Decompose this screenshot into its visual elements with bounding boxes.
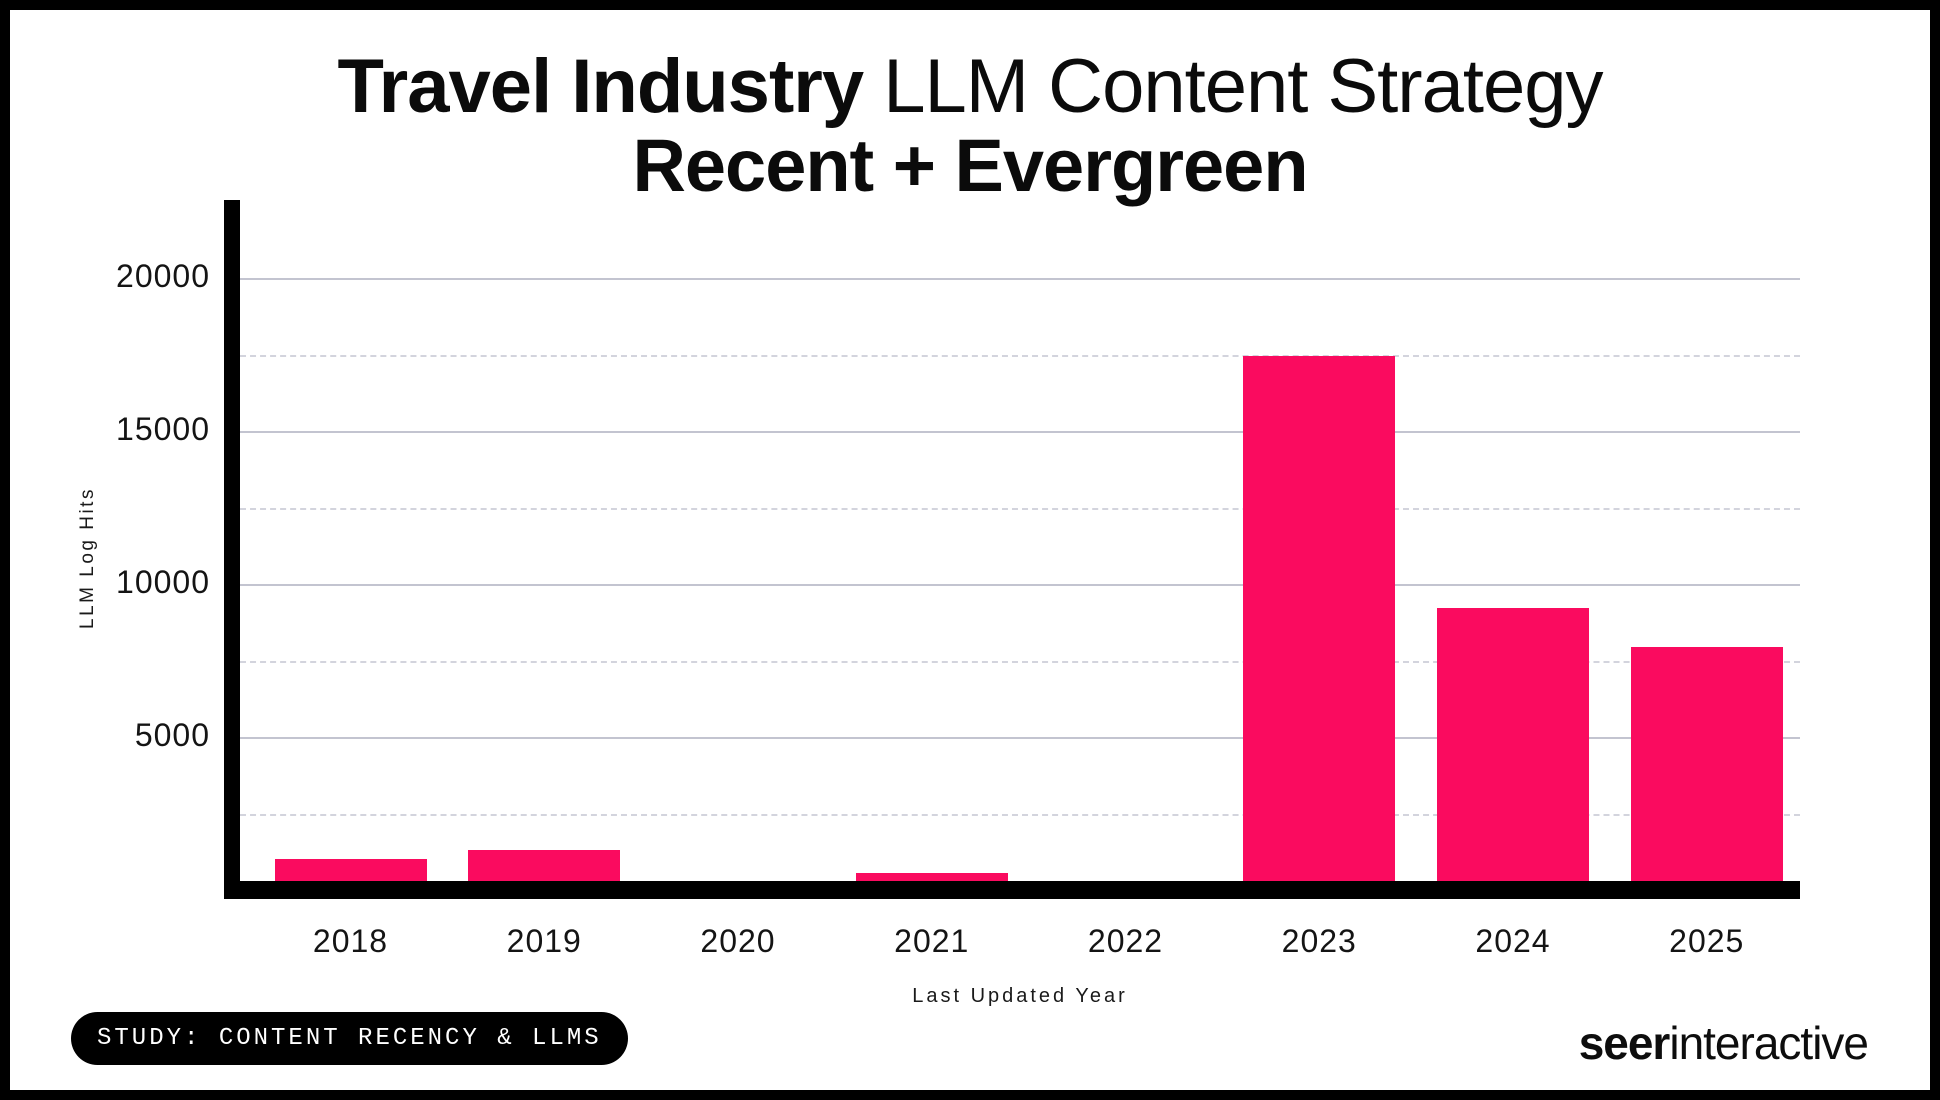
gridline-dashed-17500 <box>240 354 1800 357</box>
gridline-15000 <box>240 431 1800 433</box>
chart-title-line1: Travel Industry LLM Content Strategy <box>10 48 1930 126</box>
chart-title-rest: LLM Content Strategy <box>863 44 1603 129</box>
x-axis-title: Last Updated Year <box>912 985 1128 1007</box>
study-badge: STUDY: CONTENT RECENCY & LLMS <box>71 1012 628 1065</box>
y-axis-title: LLM Log Hits <box>77 487 98 629</box>
ytick-10000: 10000 <box>116 564 210 601</box>
xtick-2025: 2025 <box>1669 923 1745 959</box>
gridline-dashed-7500 <box>240 660 1800 663</box>
logo-seer: seer <box>1578 1017 1671 1069</box>
y-axis-spine <box>224 200 240 898</box>
chart-subtitle: Recent + Evergreen <box>632 123 1308 207</box>
xtick-2024: 2024 <box>1475 923 1551 959</box>
gridline-5000 <box>240 737 1800 739</box>
bar-2025 <box>1630 646 1783 890</box>
gridline-20000 <box>240 278 1800 280</box>
x-axis-spine <box>224 881 1800 899</box>
ytick-5000: 5000 <box>134 717 210 754</box>
xtick-2018: 2018 <box>312 923 389 959</box>
gridline-dashed-2500 <box>240 813 1800 816</box>
gridline-dashed-12500 <box>240 507 1800 510</box>
xtick-2021: 2021 <box>894 923 970 959</box>
seer-interactive-logo: seerinteractive <box>1578 1016 1869 1070</box>
chart-title: Travel Industry LLM Content Strategy Rec… <box>10 48 1930 203</box>
chart-canvas: Travel Industry LLM Content Strategy Rec… <box>10 10 1930 1090</box>
xtick-2023: 2023 <box>1281 923 1357 959</box>
xtick-2020: 2020 <box>700 923 776 959</box>
ytick-20000: 20000 <box>116 258 210 295</box>
gridline-10000 <box>240 584 1800 586</box>
chart-title-emphasis: Travel Industry <box>337 44 864 129</box>
bar-2023 <box>1243 356 1396 890</box>
xtick-2022: 2022 <box>1087 923 1164 959</box>
ytick-15000: 15000 <box>116 411 210 448</box>
logo-interactive: interactive <box>1669 1017 1869 1069</box>
xtick-2019: 2019 <box>506 923 582 959</box>
bar-2024 <box>1437 608 1589 890</box>
